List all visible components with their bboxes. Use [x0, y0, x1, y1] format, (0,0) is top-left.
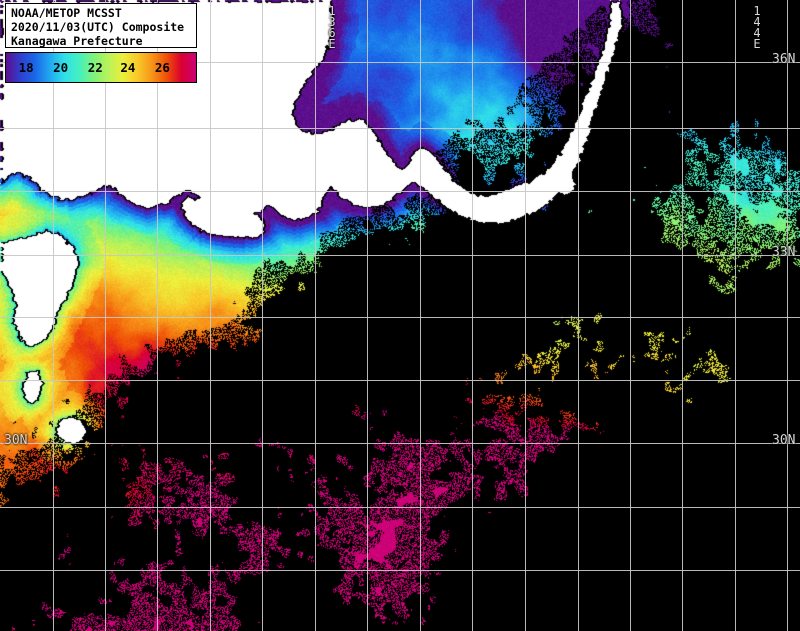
gridline-latitude — [0, 191, 800, 192]
gridline-longitude — [735, 0, 736, 631]
gridline-longitude — [682, 0, 683, 631]
gridline-longitude — [210, 0, 211, 631]
gridline-longitude — [315, 0, 316, 631]
gridline-longitude — [630, 0, 631, 631]
temperature-colorbar — [5, 52, 197, 83]
gridline-longitude — [53, 0, 54, 631]
coord-label-136e-0: 136E — [325, 4, 339, 48]
gridline-latitude — [0, 317, 800, 318]
gridline-longitude — [420, 0, 421, 631]
gridline-longitude — [367, 0, 368, 631]
title-line-product: NOAA/METOP MCSST — [11, 6, 122, 20]
gridline-longitude — [105, 0, 106, 631]
title-line-date: 2020/11/03(UTC) Composite — [11, 20, 185, 34]
title-line-region: Kanagawa Prefecture — [11, 34, 143, 48]
gridline-longitude — [787, 0, 788, 631]
coord-label-33n-3: 33N — [772, 245, 796, 260]
gridline-longitude — [578, 0, 579, 631]
gridline-latitude — [0, 255, 800, 256]
gridline-longitude — [525, 0, 526, 631]
coord-label-30n-5: 30N — [4, 433, 28, 448]
gridline-longitude — [157, 0, 158, 631]
coord-label-30n-4: 30N — [772, 433, 796, 448]
gridline-longitude — [262, 0, 263, 631]
gridline-latitude — [0, 62, 800, 63]
gridline-latitude — [0, 380, 800, 381]
coord-label-36n-2: 36N — [772, 52, 796, 67]
gridline-longitude — [472, 0, 473, 631]
gridline-latitude — [0, 443, 800, 444]
title-box: NOAA/METOP MCSST 2020/11/03(UTC) Composi… — [5, 3, 197, 48]
gridline-latitude — [0, 570, 800, 571]
coord-label-144e-1: 144E — [750, 4, 764, 48]
gridline-latitude — [0, 128, 800, 129]
gridline-latitude — [0, 507, 800, 508]
